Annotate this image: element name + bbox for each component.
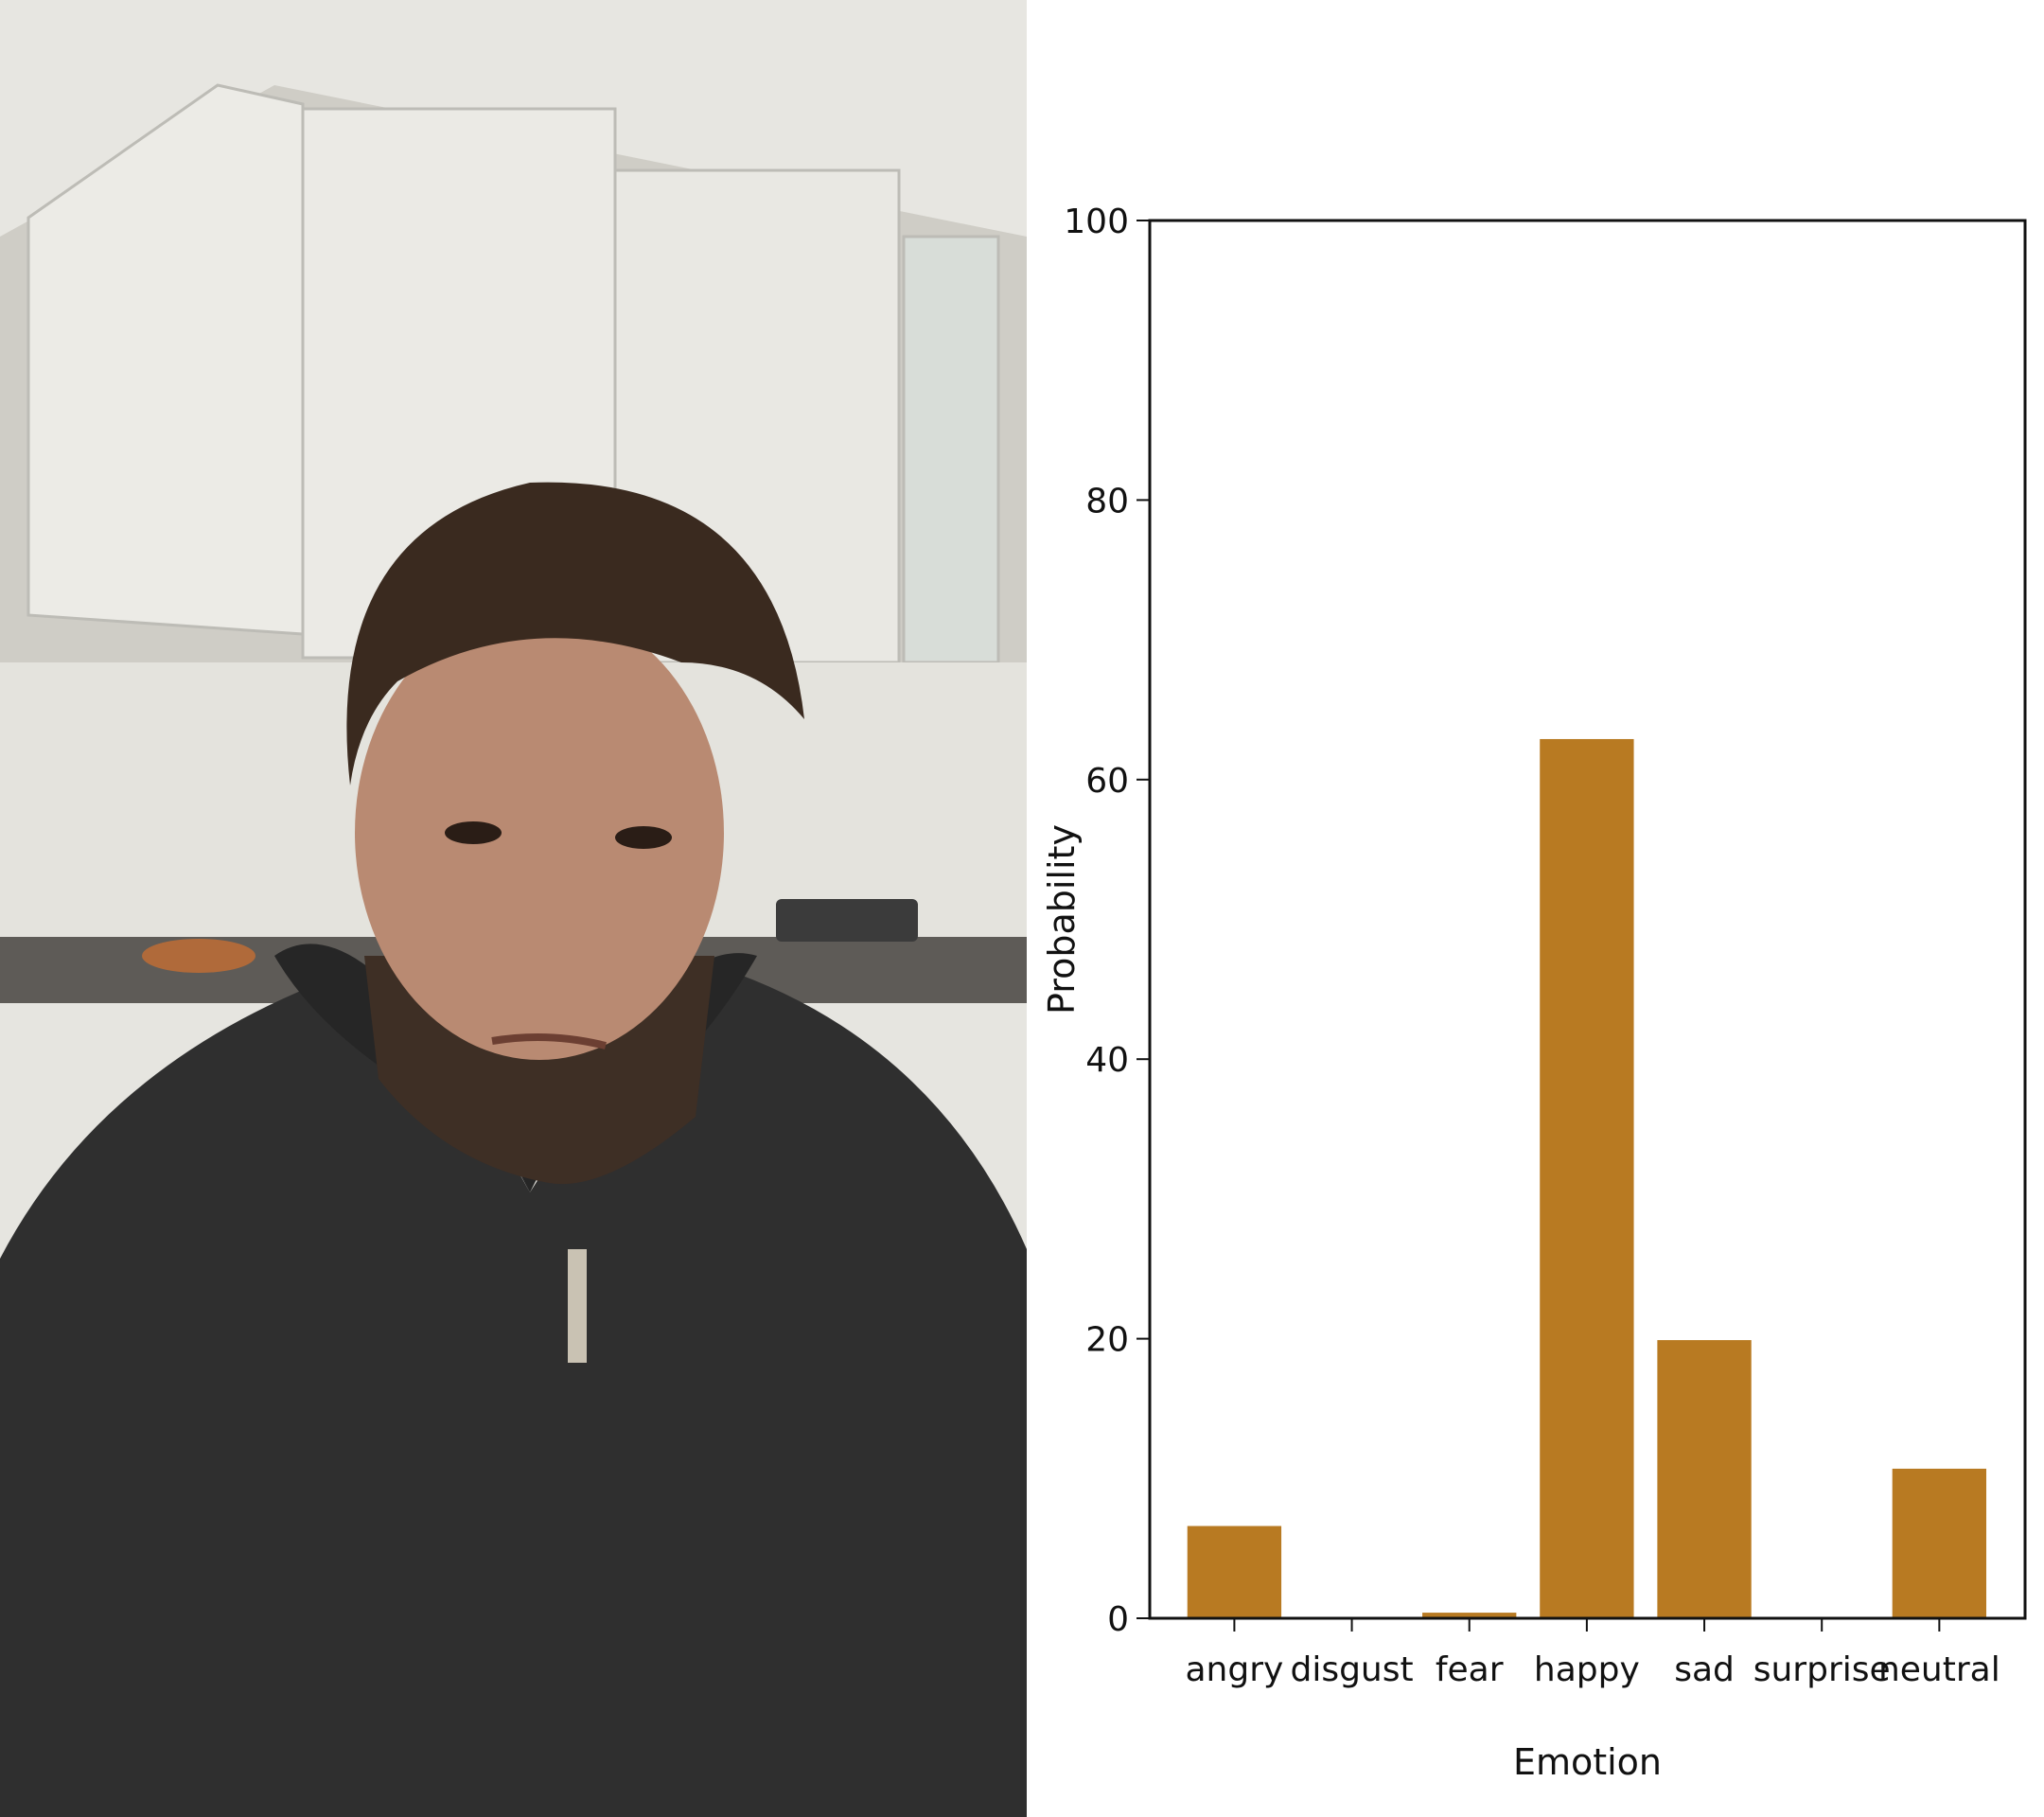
- zipper-pull: [568, 1249, 587, 1363]
- emotion-bar-chart: 0 20 40 60 80 100 angry disgust fear happy sad sur…: [1041, 203, 2027, 1783]
- y-tick-label: 0: [1107, 1600, 1129, 1639]
- y-axis-label: Probability: [1041, 824, 1083, 1014]
- pan: [776, 899, 918, 942]
- x-tick-label-disgust: disgust: [1290, 1650, 1413, 1689]
- y-tick-label: 40: [1085, 1041, 1129, 1080]
- y-tick-label: 80: [1085, 482, 1129, 520]
- pizza: [142, 939, 256, 973]
- bar-group: [1187, 738, 1987, 1618]
- x-tick-label-neutral: neutral: [1878, 1650, 2000, 1689]
- bar-sad: [1657, 1340, 1752, 1618]
- bar-fear: [1422, 1613, 1517, 1618]
- x-tick-label-sad: sad: [1674, 1650, 1735, 1689]
- mouth: [491, 1033, 607, 1050]
- x-tick-label-angry: angry: [1185, 1650, 1283, 1689]
- hair: [346, 482, 804, 785]
- plot-frame: [1148, 219, 2027, 1620]
- x-tick-label-fear: fear: [1436, 1650, 1504, 1689]
- emotion-chart-panel: 0 20 40 60 80 100 angry disgust fear happy sad sur…: [1027, 0, 2044, 1817]
- face: [355, 606, 724, 1060]
- y-tick-label: 100: [1064, 203, 1129, 241]
- y-tick-label: 20: [1085, 1321, 1129, 1360]
- x-tick-label-happy: happy: [1534, 1650, 1640, 1689]
- photo-illustration: [0, 0, 1027, 1817]
- bar-angry: [1187, 1526, 1282, 1618]
- y-tick-label: 60: [1085, 762, 1129, 801]
- hoodie: [0, 956, 1027, 1817]
- x-tick-label-surprise: surprise: [1753, 1650, 1891, 1689]
- bar-neutral: [1892, 1468, 1987, 1618]
- glass-cabinet: [902, 235, 1000, 664]
- bar-happy: [1540, 738, 1634, 1618]
- left-eye: [445, 821, 502, 844]
- right-eye: [615, 826, 672, 849]
- subject-photo: [0, 0, 1027, 1817]
- y-axis-ticks: 0 20 40 60 80 100: [1064, 203, 1150, 1639]
- x-axis-label: Emotion: [1513, 1741, 1662, 1783]
